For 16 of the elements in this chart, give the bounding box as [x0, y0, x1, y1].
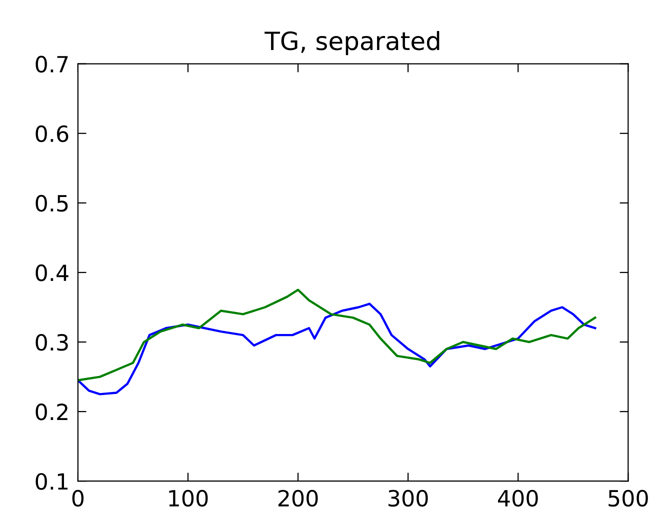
- y-tick-label: 0.2: [36, 404, 68, 420]
- x-tick-label: 500: [608, 490, 648, 507]
- line-series: [78, 302, 596, 396]
- y-tick-label: 0.3: [36, 334, 68, 351]
- x-tick-label: 200: [278, 490, 318, 507]
- chart-title: TG, separated: [264, 30, 440, 56]
- x-tick-label: 300: [388, 490, 428, 507]
- x-tick-label: 0: [72, 490, 84, 507]
- y-tick-label: 0.6: [36, 125, 68, 142]
- line-series: [78, 288, 596, 382]
- y-tick-label: 0.4: [36, 264, 68, 282]
- x-tick-label: 400: [498, 490, 538, 507]
- y-tick-label: 0.1: [36, 473, 68, 490]
- y-tick-label: 0.5: [36, 194, 68, 212]
- y-tick-label: 0.7: [36, 56, 68, 73]
- x-tick-label: 100: [169, 490, 208, 507]
